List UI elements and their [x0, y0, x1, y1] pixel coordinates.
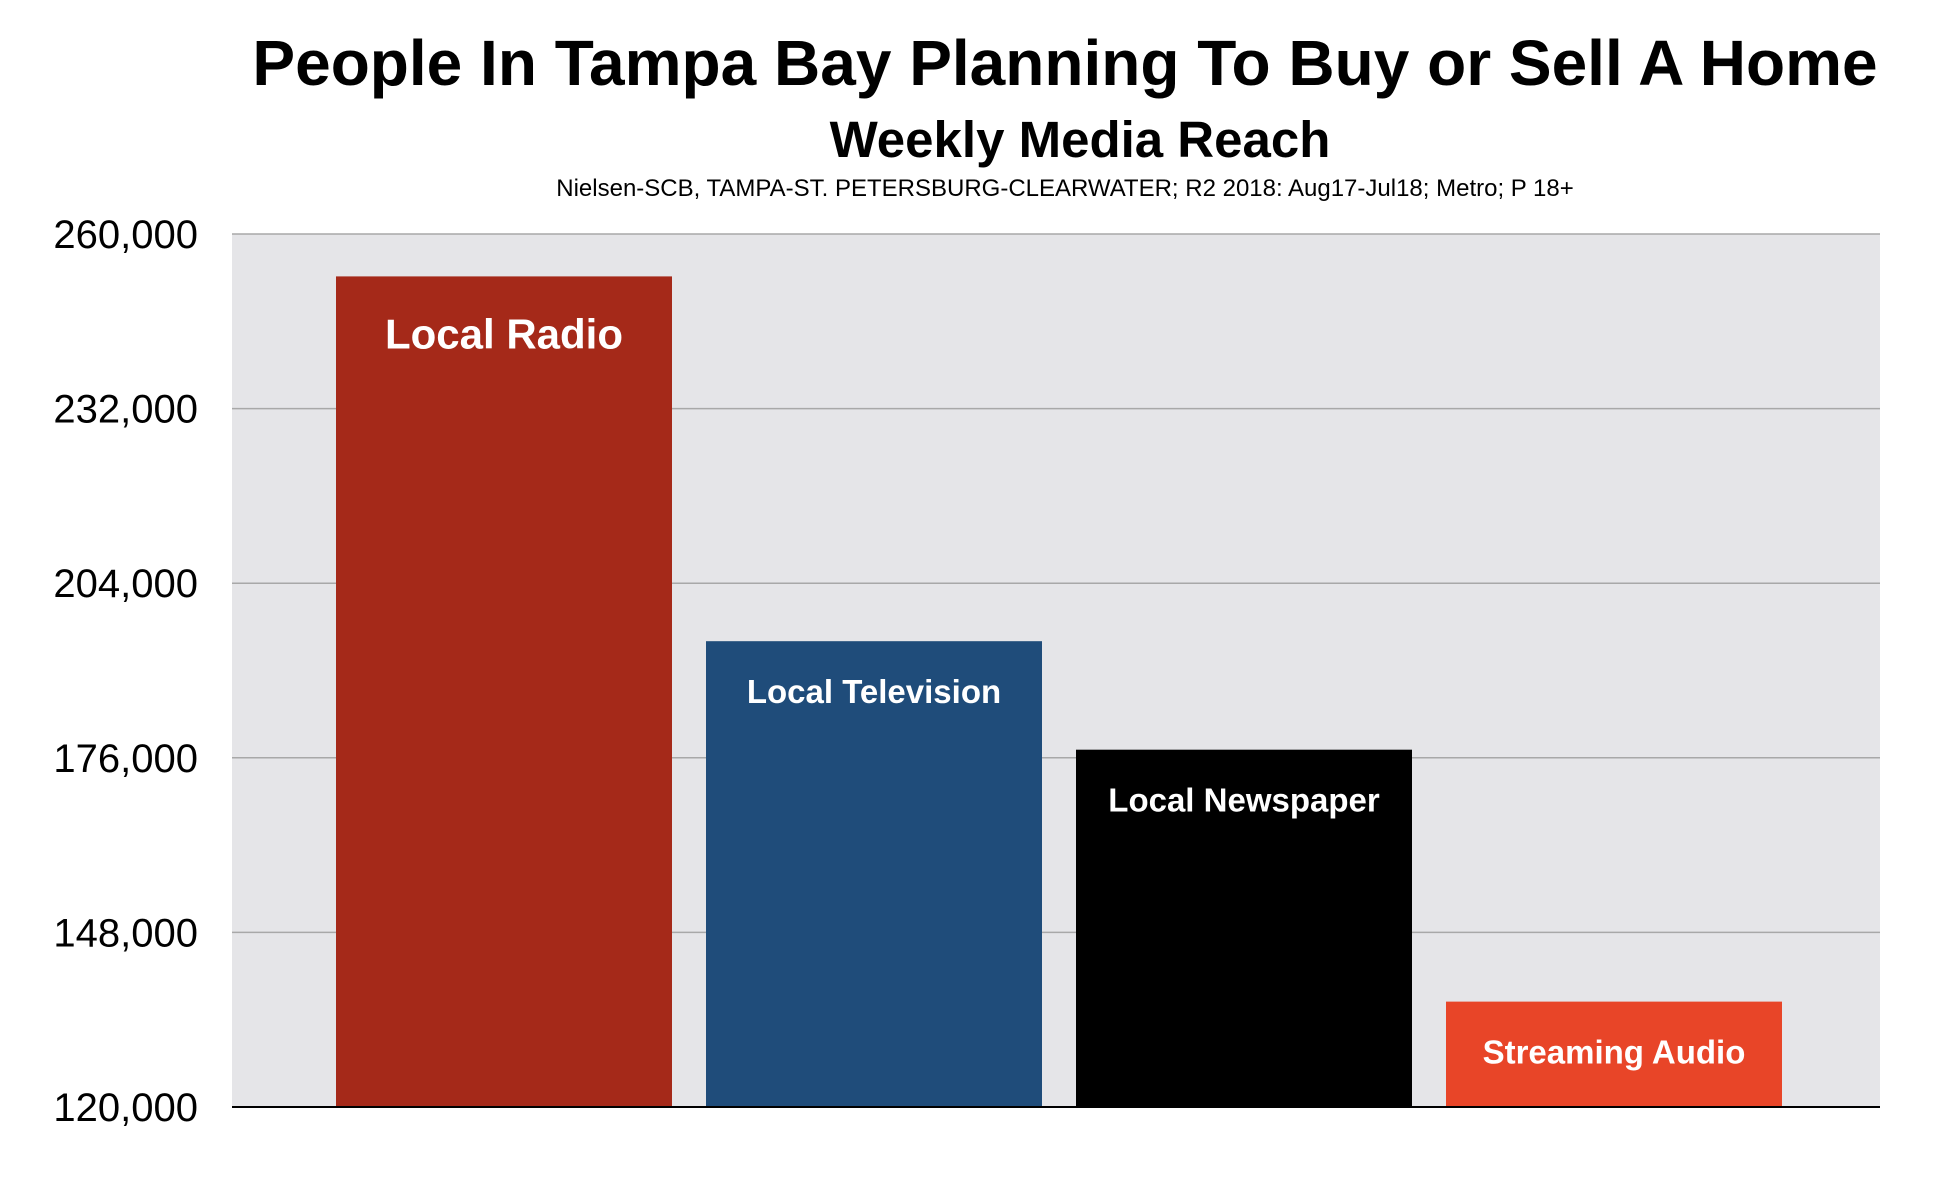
bar: [706, 641, 1042, 1107]
chart-source-note: Nielsen-SCB, TAMPA-ST. PETERSBURG-CLEARW…: [556, 175, 1574, 202]
y-tick-label: 120,000: [53, 1086, 198, 1130]
y-tick-label: 148,000: [53, 911, 198, 955]
bar-label: Local Radio: [385, 310, 623, 357]
bar-label: Streaming Audio: [1483, 1034, 1746, 1071]
chart-title: People In Tampa Bay Planning To Buy or S…: [252, 27, 1878, 99]
bar-label: Local Television: [747, 673, 1001, 710]
y-tick-label: 204,000: [53, 562, 198, 606]
y-tick-label: 232,000: [53, 388, 198, 432]
y-tick-label: 260,000: [53, 213, 198, 257]
bar: [1446, 1001, 1782, 1107]
y-tick-label: 176,000: [53, 737, 198, 781]
chart-subtitle: Weekly Media Reach: [829, 111, 1331, 168]
bar: [1076, 749, 1412, 1107]
bar: [336, 276, 672, 1108]
bar-label: Local Newspaper: [1108, 782, 1380, 819]
